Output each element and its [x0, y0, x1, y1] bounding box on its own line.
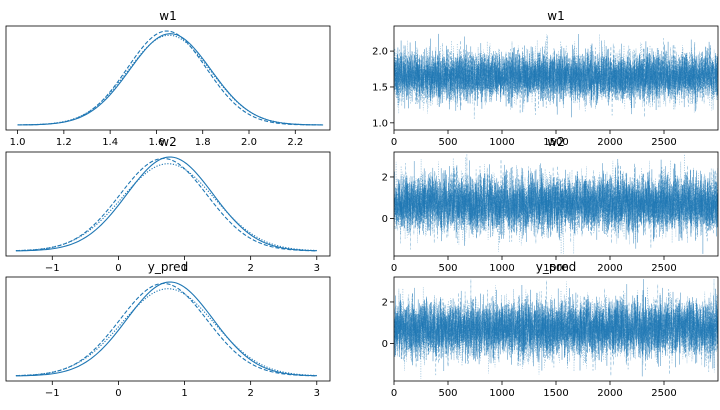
x-tick-label: −1 [45, 388, 60, 399]
y-tick-label: 2.0 [372, 47, 388, 58]
x-tick-label: 2 [247, 263, 253, 274]
y-tick-label: 2 [382, 172, 388, 183]
panel-w1-density: w1 1.0 1.2 1.4 1.6 1.8 2.0 2.2 [5, 9, 331, 148]
axes-frame [5, 276, 331, 382]
density-line-dotted [17, 34, 324, 126]
axis-ticks: 0 500 1000 1500 2000 2500 0 2 [382, 297, 677, 399]
x-tick-label: 2500 [651, 137, 676, 148]
x-tick-label: 2500 [651, 263, 676, 274]
x-tick-label: 1500 [543, 263, 568, 274]
y-tick-label: 0 [382, 339, 388, 350]
panel-title: y_pred [148, 260, 188, 274]
trace-line-chain-2 [394, 34, 718, 114]
x-tick-label: 2.2 [287, 137, 303, 148]
x-axis-ticks: 1.0 1.2 1.4 1.6 1.8 2.0 2.2 [10, 130, 303, 148]
x-tick-label: 1.0 [10, 137, 26, 148]
y-tick-label: 1.0 [372, 118, 388, 129]
density-line-dashed [17, 30, 324, 126]
x-tick-label: 2.0 [241, 137, 257, 148]
axes-frame [5, 151, 331, 257]
density-line-solid [15, 156, 317, 252]
panel-title: w2 [159, 135, 176, 149]
plot-area [394, 154, 718, 254]
density-line-dashed [15, 282, 317, 377]
plot-area [15, 281, 317, 377]
x-tick-label: 0 [115, 263, 121, 274]
density-line-dotted [15, 288, 317, 377]
x-tick-label: 2000 [597, 263, 622, 274]
trace-line-chain-2 [394, 154, 718, 254]
x-tick-label: 2 [247, 388, 253, 399]
x-tick-label: 1 [181, 388, 187, 399]
panel-title: w2 [547, 135, 564, 149]
density-line-solid [17, 33, 324, 126]
axes-frame [5, 25, 331, 131]
x-tick-label: 1000 [489, 137, 514, 148]
x-axis-ticks: −1 0 1 2 3 [45, 381, 320, 399]
panel-title: w1 [159, 9, 176, 23]
plot-area [15, 156, 317, 252]
panel-y-pred-density: y_pred −1 0 1 2 3 [5, 260, 331, 399]
x-tick-label: −1 [45, 263, 60, 274]
plot-area [394, 279, 718, 379]
x-tick-label: 1500 [543, 388, 568, 399]
trace-line-chain-1 [394, 154, 718, 250]
x-tick-label: 0 [391, 137, 397, 148]
x-tick-label: 1.4 [102, 137, 118, 148]
x-tick-label: 3 [314, 263, 320, 274]
trace-line-chain-0 [394, 279, 718, 377]
trace-line-chain-0 [394, 158, 718, 254]
plot-area [394, 33, 718, 119]
y-tick-label: 2 [382, 297, 388, 308]
panel-y-pred-trace: y_pred 0 500 1000 1500 2000 2500 0 2 [382, 260, 719, 399]
x-tick-label: 1.2 [56, 137, 72, 148]
x-tick-label: 0 [391, 263, 397, 274]
x-tick-label: 1.6 [148, 137, 164, 148]
x-tick-label: 3 [314, 388, 320, 399]
x-tick-label: 1000 [489, 263, 514, 274]
y-tick-label: 1.5 [372, 82, 388, 93]
x-tick-label: 2000 [597, 137, 622, 148]
x-tick-label: 2000 [597, 388, 622, 399]
x-tick-label: 2500 [651, 388, 676, 399]
axis-ticks: 0 500 1000 1500 2000 2500 1.0 1.5 2.0 [372, 47, 677, 148]
x-tick-label: 0 [391, 388, 397, 399]
x-tick-label: 0 [115, 388, 121, 399]
axis-ticks: 0 500 1000 1500 2000 2500 0 2 [382, 172, 677, 274]
trace-line-chain-2 [394, 281, 718, 379]
x-tick-label: 1000 [489, 388, 514, 399]
x-tick-label: 500 [438, 263, 457, 274]
trace-line-chain-1 [394, 279, 718, 377]
density-line-dashed [15, 157, 317, 252]
panel-w2-density: w2 −1 0 1 2 3 [5, 135, 331, 274]
x-tick-label: 1 [181, 263, 187, 274]
trace-line-chain-0 [394, 33, 718, 118]
trace-line-chain-1 [394, 35, 718, 119]
panel-title: w1 [547, 9, 564, 23]
x-axis-ticks: −1 0 1 2 3 [45, 256, 320, 274]
x-tick-label: 1500 [543, 137, 568, 148]
y-tick-label: 0 [382, 214, 388, 225]
x-tick-label: 500 [438, 388, 457, 399]
panel-title: y_pred [536, 260, 576, 274]
panel-w1-trace: w1 0 500 1000 1500 2000 2500 1.0 1.5 2.0 [372, 9, 719, 148]
plot-area [17, 30, 324, 126]
panel-w2-trace: w2 0 500 1000 1500 2000 2500 0 2 [382, 135, 719, 274]
density-line-solid [15, 281, 317, 377]
density-line-dotted [15, 163, 317, 252]
x-tick-label: 1.8 [195, 137, 211, 148]
x-tick-label: 500 [438, 137, 457, 148]
